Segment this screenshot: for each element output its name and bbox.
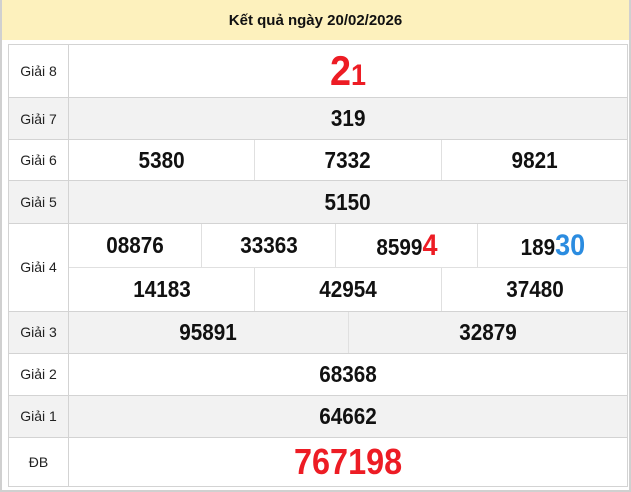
prize-cells: 14183 42954 37480: [69, 267, 627, 311]
prize-cells: 95891 32879: [69, 311, 627, 353]
prize-cells: 08876 33363 85994 18930: [69, 224, 627, 267]
results-table: Giải 8 21 Giải 7 319 Giải 6 5380 7332 98…: [8, 44, 628, 487]
prize-row-g8: Giải 8 21: [8, 44, 628, 98]
prize-row-g1: Giải 1 64662: [8, 394, 628, 438]
prize-value: 64662: [68, 394, 628, 438]
prize-value: 319: [68, 97, 628, 140]
number-main: 189: [520, 233, 555, 260]
number-main: 8599: [376, 233, 423, 260]
prize-number: 33363: [240, 232, 298, 259]
prize-row-special: ĐB 767198: [8, 436, 628, 487]
prize-number: 64662: [319, 402, 377, 429]
prize-row-g2: Giải 2 68368: [8, 352, 628, 396]
prize-cell: 5380: [69, 140, 254, 180]
prize-number: 14183: [132, 275, 191, 302]
prize-label: Giải 2: [8, 352, 69, 396]
prize-cell: 95891: [69, 311, 348, 353]
prize-cell: 08876: [69, 224, 202, 267]
prize-number: 95891: [179, 318, 238, 345]
prize-number: 319: [330, 105, 366, 131]
prize-cell: 18930: [477, 224, 627, 267]
prize-number: 7332: [324, 146, 372, 173]
prize-label: Giải 1: [8, 394, 69, 438]
prize-value: 08876 33363 85994 18930 14183 42954 3748…: [68, 223, 628, 312]
prize-value: 95891 32879: [68, 310, 628, 354]
prize-cell: 85994: [335, 224, 478, 267]
prize-row-g5: Giải 5 5150: [8, 180, 628, 224]
prize-number: 9821: [511, 146, 558, 173]
prize-value: 5150: [68, 180, 628, 224]
prize-cell: 9821: [441, 140, 627, 180]
prize-cells: 5380 7332 9821: [69, 140, 627, 180]
prize-cell: 42954: [254, 267, 442, 311]
prize-number: 08876: [106, 232, 164, 259]
number-main: 33363: [240, 232, 298, 258]
number-main: 2: [329, 47, 351, 94]
prize-number: 18930: [520, 229, 585, 263]
prize-cell: 14183: [69, 268, 255, 311]
prize-cell: 32879: [347, 311, 627, 353]
prize-value: 21: [68, 44, 628, 98]
prize-row-g7: Giải 7 319: [8, 97, 628, 140]
prize-cell: 33363: [201, 224, 336, 267]
prize-number: 37480: [505, 275, 564, 302]
number-tail: 1: [350, 59, 367, 92]
number-tail: 30: [554, 228, 586, 262]
results-date-title: Kết quả ngày 20/02/2026: [228, 11, 403, 29]
prize-label: Giải 8: [8, 44, 69, 98]
number-main: 08876: [106, 232, 165, 258]
prize-number: 5150: [324, 188, 372, 215]
number-tail: 4: [422, 228, 438, 262]
prize-number: 21: [330, 47, 366, 95]
prize-cell: 37480: [440, 267, 627, 311]
prize-number: 68368: [319, 360, 377, 387]
prize-value: 68368: [68, 352, 628, 396]
prize-label: Giải 3: [8, 310, 69, 354]
prize-value: 767198: [68, 436, 628, 487]
prize-label: ĐB: [8, 436, 69, 487]
results-header: Kết quả ngày 20/02/2026: [2, 0, 629, 40]
prize-label: Giải 4: [8, 223, 69, 312]
prize-label: Giải 5: [8, 180, 69, 224]
prize-number: 42954: [319, 275, 377, 302]
prize-number: 32879: [458, 318, 517, 345]
prize-number: 5380: [138, 146, 185, 173]
prize-row-g3: Giải 3 95891 32879: [8, 310, 628, 354]
prize-label: Giải 6: [8, 139, 69, 181]
special-prize-number: 767198: [293, 440, 403, 482]
prize-row-g4: Giải 4 08876 33363 85994 18930 14183 429…: [8, 223, 628, 312]
prize-number: 85994: [376, 229, 437, 263]
prize-value: 5380 7332 9821: [68, 139, 628, 181]
prize-cell: 7332: [253, 140, 442, 180]
prize-row-g6: Giải 6 5380 7332 9821: [8, 139, 628, 181]
prize-label: Giải 7: [8, 97, 69, 140]
